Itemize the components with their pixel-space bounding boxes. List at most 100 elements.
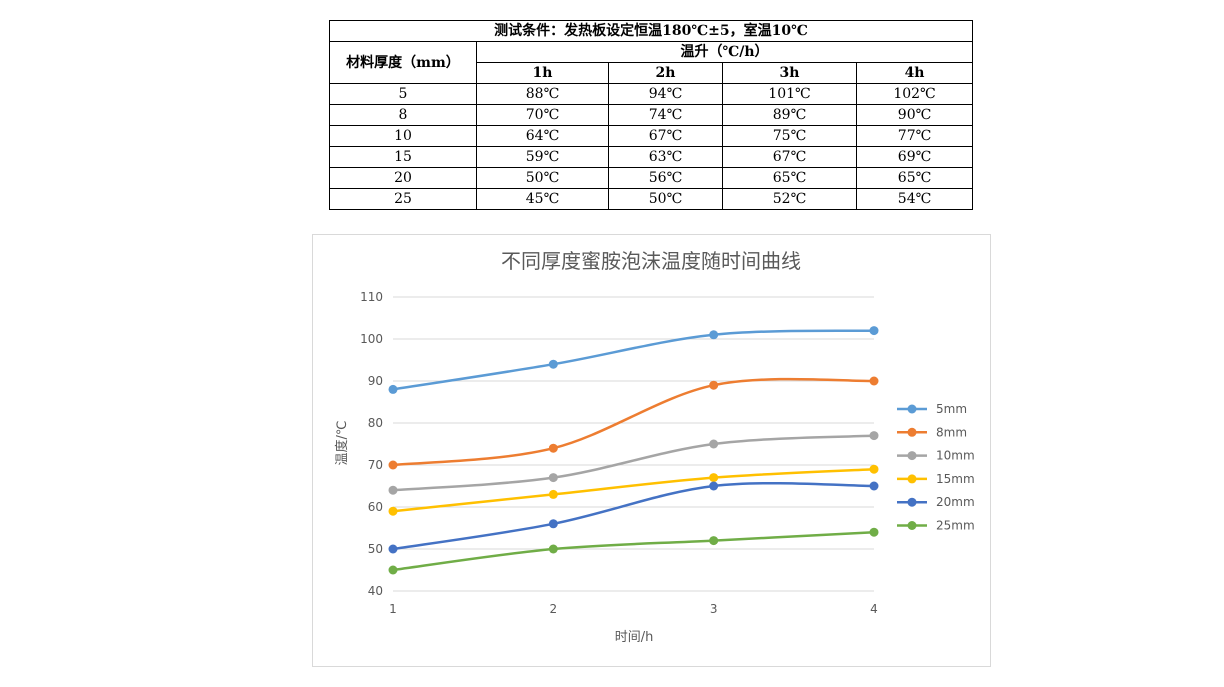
data-point xyxy=(869,481,879,491)
temperature-cell: 101℃ xyxy=(722,83,857,105)
table-row: 20 50℃ 56℃ 65℃ 65℃ xyxy=(329,167,974,189)
temperature-cell: 74℃ xyxy=(608,104,723,126)
y-tick-label: 100 xyxy=(360,332,383,346)
x-tick-label: 3 xyxy=(710,602,718,616)
table-row: 25 45℃ 50℃ 52℃ 54℃ xyxy=(329,188,974,210)
header-row: 材料厚度（mm） 温升（℃/h） xyxy=(329,41,974,84)
temperature-cell: 67℃ xyxy=(608,125,723,147)
y-axis-ticks: 40 50 60 70 80 90 100 110 xyxy=(360,290,383,598)
y-tick-label: 50 xyxy=(368,542,383,556)
thickness-cell: 5 xyxy=(329,83,477,105)
y-axis-title: 温度/℃ xyxy=(334,421,350,466)
data-point xyxy=(388,485,398,495)
series-line xyxy=(392,481,875,551)
grid-lines xyxy=(393,296,874,592)
data-point xyxy=(548,519,558,529)
x-tick-label: 1 xyxy=(389,602,397,616)
temperature-cell: 64℃ xyxy=(476,125,609,147)
thickness-cell: 15 xyxy=(329,146,477,168)
y-tick-label: 110 xyxy=(360,290,383,304)
legend-swatch-marker xyxy=(907,521,917,530)
temperature-cell: 45℃ xyxy=(476,188,609,210)
series-10mm xyxy=(388,431,879,495)
temperature-cell: 75℃ xyxy=(722,125,857,147)
temperature-cell: 50℃ xyxy=(608,188,723,210)
data-point xyxy=(709,330,719,340)
legend-label: 20mm xyxy=(936,495,975,509)
thickness-cell: 20 xyxy=(329,167,477,189)
y-tick-label: 60 xyxy=(368,500,383,514)
time-header: 3h xyxy=(722,62,857,84)
time-header: 2h xyxy=(608,62,723,84)
thickness-header: 材料厚度（mm） xyxy=(329,41,477,84)
temperature-cell: 77℃ xyxy=(855,125,974,147)
data-point xyxy=(548,443,558,453)
temperature-table: 测试条件：发热板设定恒温180℃±5，室温10℃ 材料厚度（mm） 温升（℃/h… xyxy=(328,20,974,210)
legend-item: 8mm xyxy=(897,425,967,439)
temperature-cell: 65℃ xyxy=(722,167,857,189)
series-5mm xyxy=(388,326,879,394)
y-tick-label: 90 xyxy=(368,374,383,388)
legend-swatch-marker xyxy=(907,427,917,437)
temperature-cell: 88℃ xyxy=(476,83,609,105)
data-point xyxy=(869,326,879,336)
legend-swatch-marker xyxy=(907,497,917,507)
legend-label: 10mm xyxy=(936,449,975,463)
data-point xyxy=(869,464,879,474)
data-point xyxy=(709,536,719,546)
data-point xyxy=(548,544,558,554)
temperature-cell: 56℃ xyxy=(608,167,723,189)
legend-label: 8mm xyxy=(936,425,967,439)
data-point xyxy=(388,544,398,554)
series-line xyxy=(392,377,875,467)
condition-row: 测试条件：发热板设定恒温180℃±5，室温10℃ xyxy=(328,20,974,42)
table-row: 15 59℃ 63℃ 67℃ 69℃ xyxy=(329,146,974,168)
legend-swatch-marker xyxy=(907,404,917,414)
series-line xyxy=(392,434,875,492)
series-8mm xyxy=(388,376,879,470)
data-point xyxy=(709,473,719,483)
data-point xyxy=(869,431,879,441)
data-point xyxy=(709,439,719,449)
table-row: 5 88℃ 94℃ 101℃ 102℃ xyxy=(329,83,974,105)
temperature-cell: 65℃ xyxy=(855,167,974,189)
table-row: 10 64℃ 67℃ 75℃ 77℃ xyxy=(329,125,974,147)
data-point xyxy=(388,384,398,394)
x-axis-ticks: 1 2 3 4 xyxy=(389,602,878,616)
data-point xyxy=(388,460,398,470)
legend-label: 15mm xyxy=(936,472,975,486)
data-point xyxy=(548,473,558,483)
temperature-cell: 59℃ xyxy=(476,146,609,168)
legend-label: 25mm xyxy=(936,519,975,533)
temperature-cell: 89℃ xyxy=(722,104,857,126)
temperature-cell: 52℃ xyxy=(722,188,857,210)
data-point xyxy=(548,359,558,369)
x-tick-label: 2 xyxy=(550,602,558,616)
y-tick-label: 80 xyxy=(368,416,383,430)
test-condition: 测试条件：发热板设定恒温180℃±5，室温10℃ xyxy=(328,20,974,42)
data-point xyxy=(388,565,398,575)
time-header: 4h xyxy=(855,62,974,84)
series-line xyxy=(392,467,875,513)
legend-swatch-marker xyxy=(907,451,917,461)
chart-title: 不同厚度蜜胺泡沫温度随时间曲线 xyxy=(501,249,801,273)
temperature-cell: 70℃ xyxy=(476,104,609,126)
x-tick-label: 4 xyxy=(870,602,878,616)
temperature-cell: 63℃ xyxy=(608,146,723,168)
series-25mm xyxy=(388,527,879,575)
temperature-cell: 67℃ xyxy=(722,146,857,168)
data-point xyxy=(548,489,558,499)
data-point xyxy=(869,527,879,537)
legend-item: 20mm xyxy=(897,495,975,509)
legend-label: 5mm xyxy=(936,402,967,416)
table-body: 5 88℃ 94℃ 101℃ 102℃ 8 70℃ 74℃ 89℃ 90℃ 10 64℃ 67℃ 75℃ 7… xyxy=(329,83,974,210)
temperature-cell: 50℃ xyxy=(476,167,609,189)
series-15mm xyxy=(388,464,879,516)
series-line xyxy=(392,530,875,572)
legend-item: 15mm xyxy=(897,472,975,486)
y-tick-label: 40 xyxy=(368,584,383,598)
legend-item: 5mm xyxy=(897,402,967,416)
table-row: 8 70℃ 74℃ 89℃ 90℃ xyxy=(329,104,974,126)
